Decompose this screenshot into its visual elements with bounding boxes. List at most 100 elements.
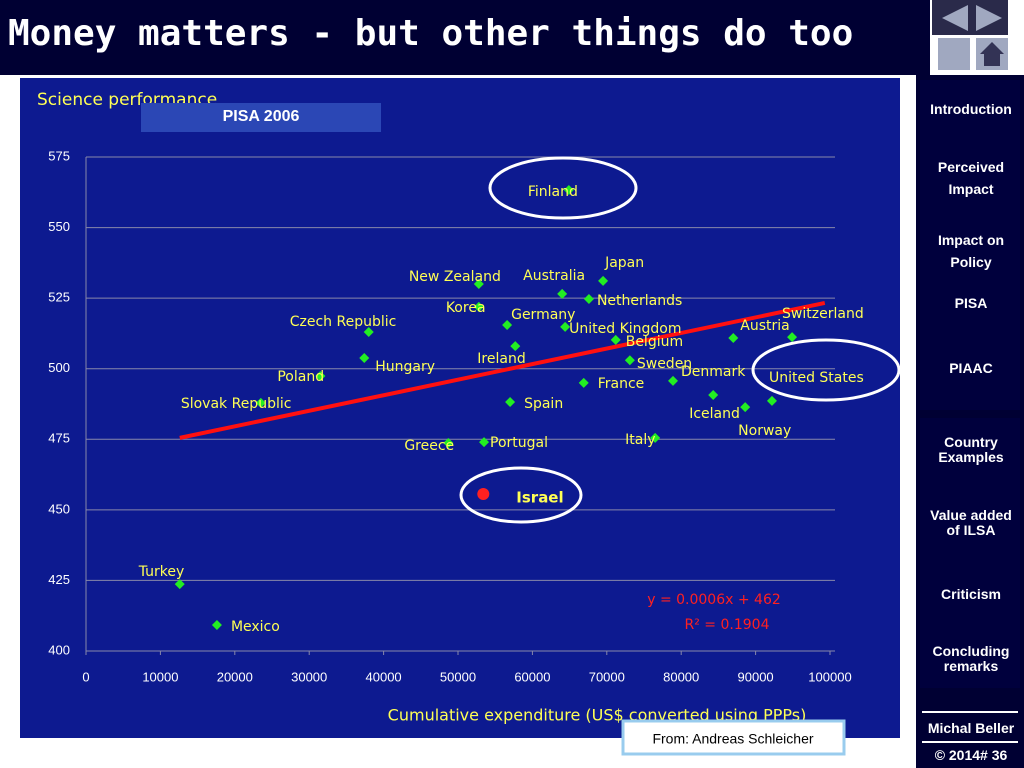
home-icon — [980, 42, 1004, 54]
point-label: Slovak Republic — [181, 396, 292, 412]
nav-buttons[interactable] — [932, 0, 1008, 70]
point-label: United States — [769, 370, 864, 386]
point — [563, 185, 574, 196]
point-label: Portugal — [490, 435, 548, 451]
point-label: Belgium — [626, 334, 683, 350]
y-tick-label: 400 — [48, 642, 70, 657]
point — [473, 301, 484, 312]
chart-area — [20, 78, 900, 738]
point-label: Greece — [404, 438, 454, 454]
point-label: Mexico — [231, 619, 280, 635]
point-label: Turkey — [138, 564, 185, 580]
point-label: Italy — [625, 432, 655, 448]
next-button[interactable] — [976, 5, 1002, 31]
x-tick-label: 60000 — [514, 669, 550, 684]
x-tick-label: 30000 — [291, 669, 327, 684]
point-label: Ireland — [477, 351, 525, 367]
y-tick-label: 575 — [48, 148, 70, 163]
point-label: Spain — [524, 396, 563, 412]
annotation: y = 0.0006x + 462 — [647, 592, 781, 608]
x-tick-label: 100000 — [808, 669, 851, 684]
home-icon — [984, 54, 1000, 66]
y-tick-label: 475 — [48, 431, 70, 446]
x-tick-label: 80000 — [663, 669, 699, 684]
badge: PISA 2006 — [223, 108, 300, 125]
point — [708, 389, 719, 400]
point-label: Norway — [738, 423, 791, 439]
highlight-ellipse — [459, 466, 583, 524]
menu-item[interactable]: Concluding remarks — [932, 643, 1010, 674]
point — [728, 332, 739, 343]
menu-item[interactable]: Value added of ILSA — [930, 507, 1012, 538]
point — [174, 579, 185, 590]
point-label: Denmark — [681, 364, 746, 380]
annotation: R² = 0.1904 — [685, 617, 770, 633]
point — [473, 279, 484, 290]
slide-title: Money matters - but other things do too — [8, 13, 853, 54]
plot: 400 425 450 475 500 525 550 575 0 10000 20000 30000… — [48, 148, 863, 684]
x-tick-label: 40000 — [366, 669, 402, 684]
point-label: Australia — [523, 268, 585, 284]
point — [787, 332, 798, 343]
menu-item[interactable]: PIAAC — [949, 360, 993, 376]
point — [211, 620, 222, 631]
point — [315, 371, 326, 382]
return-button[interactable] — [938, 38, 970, 70]
y-tick-label: 500 — [48, 360, 70, 375]
point-label: Iceland — [689, 406, 740, 422]
menu-item[interactable]: PISA — [954, 295, 988, 311]
point — [479, 437, 490, 448]
point — [766, 395, 777, 406]
point — [560, 321, 571, 332]
x-tick-label: 70000 — [589, 669, 625, 684]
y-tick-label: 525 — [48, 290, 70, 305]
point — [255, 397, 266, 408]
sidebar-panel — [920, 418, 1020, 688]
source: From: Andreas Schleicher — [652, 731, 813, 747]
point — [502, 319, 513, 330]
menu-item[interactable]: Impact on Policy — [937, 232, 1005, 270]
point-label: France — [598, 376, 645, 392]
point-label: Hungary — [375, 359, 435, 375]
point — [668, 375, 679, 386]
menu-item[interactable]: Criticism — [941, 586, 1001, 602]
point-label: Austria — [740, 318, 789, 334]
point — [650, 432, 661, 443]
point-label: Sweden — [637, 356, 692, 372]
point-label: New Zealand — [409, 269, 501, 285]
y-tick-label: 550 — [48, 219, 70, 234]
point-label: Germany — [511, 307, 575, 323]
x-tick-label: 0 — [82, 669, 89, 684]
title-bar — [0, 0, 930, 75]
point-label: Finland — [528, 184, 578, 200]
point-label: Czech Republic — [290, 314, 397, 330]
x-tick-label: 50000 — [440, 669, 476, 684]
point — [624, 355, 635, 366]
point — [583, 293, 594, 304]
point-label: Poland — [277, 369, 324, 385]
badge-box — [141, 103, 381, 132]
y-tick-label: 425 — [48, 572, 70, 587]
point-label: Korea — [446, 300, 486, 316]
point — [505, 397, 516, 408]
point — [363, 327, 374, 338]
point — [510, 341, 521, 352]
x-tick-label: 90000 — [738, 669, 774, 684]
sidebar-panel — [920, 80, 1020, 410]
point — [477, 488, 490, 501]
x-tick-label: 10000 — [142, 669, 178, 684]
menu-item[interactable]: Introduction — [930, 101, 1012, 117]
author: Michal Beller — [927, 720, 1015, 736]
point-label: Japan — [604, 255, 644, 271]
point — [740, 402, 751, 413]
point — [598, 275, 609, 286]
menu-item[interactable]: Perceived Impact — [937, 159, 1005, 197]
point-label: Switzerland — [782, 306, 864, 322]
point-label: Netherlands — [597, 293, 682, 309]
menu-item[interactable]: Country Examples — [938, 434, 1004, 465]
highlight-ellipse — [751, 338, 901, 402]
point — [578, 377, 589, 388]
prev-button[interactable] — [942, 5, 968, 31]
